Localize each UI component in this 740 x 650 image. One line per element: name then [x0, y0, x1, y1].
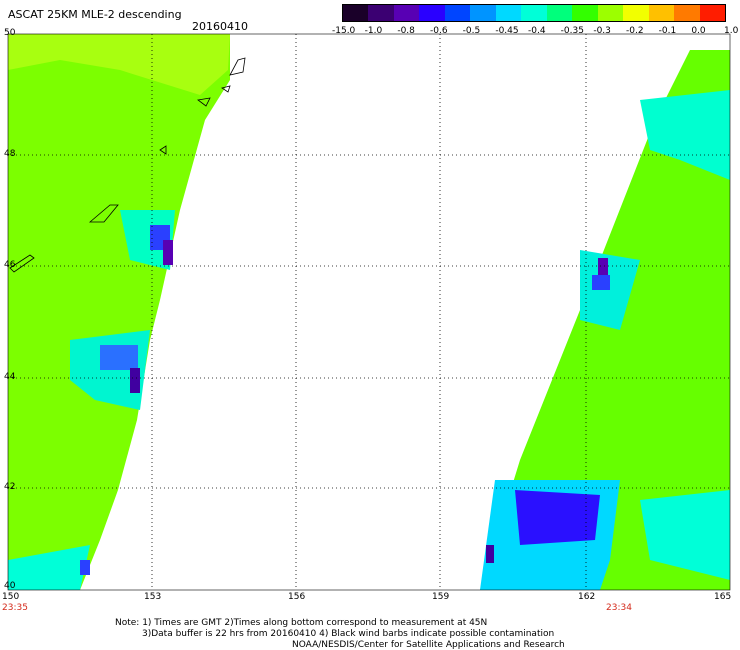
lon-label-156: 156	[288, 592, 306, 602]
colorbar-tick-label: -1.0	[364, 26, 383, 36]
island-4	[159, 145, 167, 155]
colorbar-tick-label: -0.3	[593, 26, 611, 36]
colorbar-swatch	[572, 5, 598, 21]
colorbar-swatch	[521, 5, 547, 21]
colorbar-tick-label: -0.2	[626, 26, 644, 36]
lat-label-44: 44	[4, 372, 16, 382]
island-2	[221, 85, 231, 93]
lon-label-165: 165	[714, 592, 732, 602]
colorbar-swatch	[495, 5, 522, 21]
note-line-3: NOAA/NESDIS/Center for Satellite Applica…	[292, 640, 565, 650]
grid	[8, 34, 730, 590]
island-1	[229, 57, 246, 76]
colorbar-tick-label: -0.35	[560, 26, 584, 36]
lon-label-153: 153	[144, 592, 162, 602]
lon-label-150: 150	[2, 592, 20, 602]
colorbar-ticks: -15.0 -1.0 -0.8 -0.6 -0.5 -0.45 -0.4 -0.35 -0.3 -…	[332, 26, 738, 40]
time-label-left: 23:35	[2, 603, 28, 613]
colorbar-tick-label: -0.5	[462, 26, 481, 36]
lat-label-46: 46	[4, 260, 16, 270]
colorbar-tick-label: -0.45	[495, 26, 519, 36]
map-date: 20160410	[192, 20, 248, 33]
right-purple-1	[598, 258, 608, 278]
lat-label-42: 42	[4, 482, 16, 492]
left-swath-yellow	[8, 34, 230, 95]
colorbar-swatch	[674, 5, 700, 21]
left-swath-cyan-3	[8, 545, 90, 590]
right-purple-2	[486, 545, 494, 563]
left-blue-3	[80, 560, 90, 575]
colorbar-swatch	[623, 5, 649, 21]
colorbar-tick-label: 0.0	[691, 26, 706, 36]
note-line-2: 3)Data buffer is 22 hrs from 20160410 4)…	[142, 629, 555, 639]
left-blue-2	[100, 345, 138, 370]
colorbar-tick-label: -15.0	[332, 26, 356, 36]
colorbar-swatch	[419, 5, 445, 21]
island-5	[88, 204, 119, 223]
lat-label-40: 40	[4, 581, 16, 591]
colorbar	[342, 4, 726, 22]
islands	[9, 57, 246, 273]
colorbar-tick-label: -0.8	[397, 26, 415, 36]
colorbar-swatch	[699, 5, 726, 21]
colorbar-tick-label: -0.4	[528, 26, 546, 36]
colorbar-swatch	[393, 5, 420, 21]
colorbar-tick-label: 1.0	[724, 26, 739, 36]
colorbar-swatch	[546, 5, 573, 21]
lat-label-48: 48	[4, 149, 16, 159]
island-3	[197, 97, 211, 107]
colorbar-swatch	[470, 5, 496, 21]
colorbar-swatch	[648, 5, 675, 21]
left-purple-2	[130, 368, 140, 393]
time-label-right: 23:34	[606, 603, 632, 613]
colorbar-swatch	[368, 5, 394, 21]
lon-label-159: 159	[432, 592, 450, 602]
colorbar-tick-label: -0.6	[430, 26, 448, 36]
right-blue-core	[515, 490, 600, 545]
colorbar-tick-label: -0.1	[658, 26, 677, 36]
lon-label-162: 162	[578, 592, 596, 602]
right-swath-cyan-4	[640, 490, 730, 580]
right-blue-1	[592, 275, 610, 290]
left-swath	[8, 34, 230, 590]
note-line-1: Note: 1) Times are GMT 2)Times along bot…	[115, 618, 488, 628]
island-6	[9, 254, 35, 273]
left-purple-1	[163, 240, 173, 265]
colorbar-swatch	[343, 5, 369, 21]
map-frame	[7, 33, 731, 591]
lat-label-50: 50	[4, 28, 16, 38]
colorbar-swatch	[597, 5, 624, 21]
colorbar-swatch	[444, 5, 471, 21]
right-swath-cyan-1	[640, 90, 730, 180]
map-title: ASCAT 25KM MLE-2 descending	[8, 8, 182, 21]
